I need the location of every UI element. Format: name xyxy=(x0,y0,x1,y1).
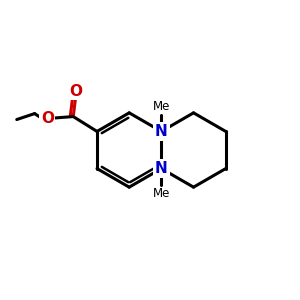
Text: O: O xyxy=(41,110,54,125)
Text: Me: Me xyxy=(153,100,170,113)
Text: N: N xyxy=(155,161,168,176)
Text: Me: Me xyxy=(153,187,170,200)
Text: N: N xyxy=(155,124,168,139)
Text: O: O xyxy=(69,84,82,99)
